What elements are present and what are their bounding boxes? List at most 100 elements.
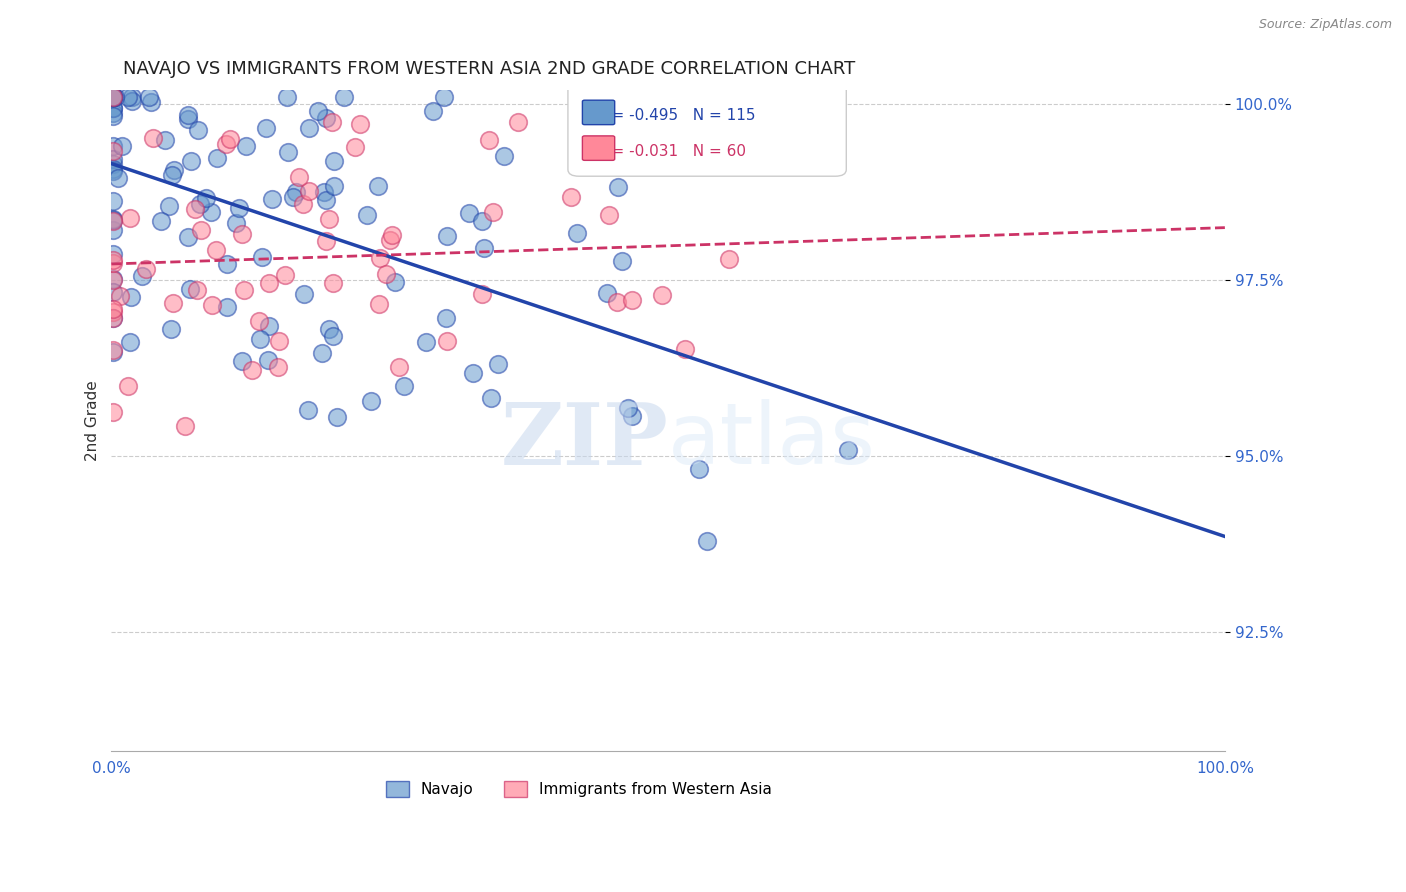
Navajo xyxy=(249,332,271,346)
Immigrants from Western Asia xyxy=(274,268,297,282)
Immigrants from Western Asia xyxy=(506,115,529,129)
Navajo xyxy=(121,90,143,104)
Immigrants from Western Asia xyxy=(249,313,271,327)
Navajo xyxy=(322,153,344,168)
Immigrants from Western Asia xyxy=(471,287,494,301)
Immigrants from Western Asia xyxy=(368,296,391,310)
Navajo xyxy=(187,123,209,137)
Immigrants from Western Asia xyxy=(478,133,501,147)
Text: R = -0.495   N = 115: R = -0.495 N = 115 xyxy=(596,108,755,123)
Navajo xyxy=(101,105,124,120)
Navajo xyxy=(315,112,337,126)
Navajo xyxy=(307,103,329,118)
FancyBboxPatch shape xyxy=(568,84,846,177)
Immigrants from Western Asia xyxy=(651,288,673,302)
Immigrants from Western Asia xyxy=(215,137,238,152)
Navajo xyxy=(292,287,315,301)
Navajo xyxy=(162,163,184,178)
Navajo xyxy=(101,194,124,208)
Navajo xyxy=(285,185,308,199)
Navajo xyxy=(254,121,277,136)
Navajo xyxy=(610,254,633,268)
Navajo xyxy=(160,168,183,182)
Navajo xyxy=(228,201,250,215)
Navajo xyxy=(472,241,495,255)
Navajo xyxy=(225,216,247,230)
Immigrants from Western Asia xyxy=(344,140,367,154)
Navajo xyxy=(101,90,124,104)
Navajo xyxy=(101,90,124,104)
Immigrants from Western Asia xyxy=(368,252,391,266)
Navajo xyxy=(593,131,616,145)
Navajo xyxy=(322,179,344,194)
Navajo xyxy=(101,90,124,104)
FancyBboxPatch shape xyxy=(582,136,614,161)
Text: ZIP: ZIP xyxy=(501,399,668,483)
Navajo xyxy=(107,171,129,186)
Navajo xyxy=(436,228,458,243)
Navajo xyxy=(101,345,124,359)
Immigrants from Western Asia xyxy=(598,208,620,222)
FancyBboxPatch shape xyxy=(582,100,614,125)
Navajo xyxy=(276,90,298,104)
Immigrants from Western Asia xyxy=(259,276,281,290)
Navajo xyxy=(314,185,336,199)
Navajo xyxy=(194,191,217,205)
Navajo xyxy=(384,275,406,289)
Navajo xyxy=(101,272,124,286)
Navajo xyxy=(139,95,162,110)
Navajo xyxy=(101,90,124,104)
Navajo xyxy=(250,250,273,264)
Navajo xyxy=(138,90,160,104)
Immigrants from Western Asia xyxy=(267,334,290,349)
Navajo xyxy=(256,352,278,367)
Navajo xyxy=(318,321,340,335)
Navajo xyxy=(157,199,180,213)
Navajo xyxy=(434,310,457,325)
Immigrants from Western Asia xyxy=(101,144,124,158)
Navajo xyxy=(101,90,124,104)
Immigrants from Western Asia xyxy=(101,343,124,358)
Immigrants from Western Asia xyxy=(378,233,401,247)
Navajo xyxy=(101,139,124,153)
Immigrants from Western Asia xyxy=(349,117,371,131)
Navajo xyxy=(486,358,509,372)
Immigrants from Western Asia xyxy=(142,131,165,145)
Immigrants from Western Asia xyxy=(201,298,224,312)
Navajo xyxy=(101,161,124,176)
Navajo xyxy=(101,109,124,123)
Immigrants from Western Asia xyxy=(287,170,309,185)
Navajo xyxy=(200,205,222,219)
Text: NAVAJO VS IMMIGRANTS FROM WESTERN ASIA 2ND GRADE CORRELATION CHART: NAVAJO VS IMMIGRANTS FROM WESTERN ASIA 2… xyxy=(122,60,855,78)
Immigrants from Western Asia xyxy=(190,223,212,237)
Immigrants from Western Asia xyxy=(101,305,124,319)
Immigrants from Western Asia xyxy=(298,184,321,198)
Immigrants from Western Asia xyxy=(101,273,124,287)
Navajo xyxy=(696,533,718,548)
Navajo xyxy=(176,112,198,127)
Navajo xyxy=(463,366,485,380)
Navajo xyxy=(479,391,502,405)
Navajo xyxy=(150,214,173,228)
Navajo xyxy=(607,179,630,194)
Navajo xyxy=(118,334,141,349)
Text: R = -0.031   N = 60: R = -0.031 N = 60 xyxy=(596,144,745,159)
Navajo xyxy=(360,393,382,408)
Navajo xyxy=(101,101,124,115)
Navajo xyxy=(101,90,124,104)
Navajo xyxy=(101,247,124,261)
Immigrants from Western Asia xyxy=(231,227,253,241)
Immigrants from Western Asia xyxy=(135,262,157,277)
Immigrants from Western Asia xyxy=(321,115,343,129)
Immigrants from Western Asia xyxy=(388,360,411,375)
Navajo xyxy=(356,208,378,222)
Navajo xyxy=(101,90,124,104)
Navajo xyxy=(160,322,183,336)
Navajo xyxy=(257,319,280,334)
Navajo xyxy=(101,90,124,104)
Navajo xyxy=(315,193,337,207)
Navajo xyxy=(235,138,257,153)
Immigrants from Western Asia xyxy=(606,294,628,309)
Text: atlas: atlas xyxy=(668,400,876,483)
Immigrants from Western Asia xyxy=(374,267,396,281)
